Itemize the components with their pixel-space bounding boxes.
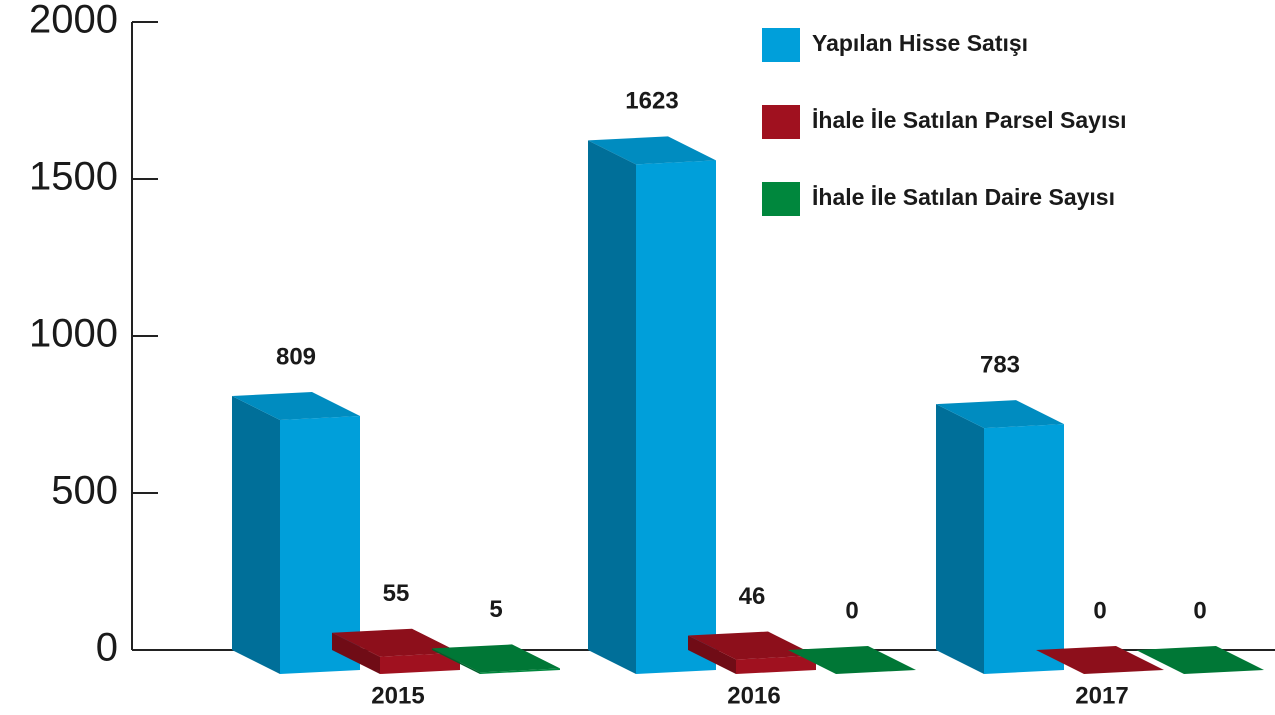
bar-side [936, 404, 984, 674]
legend-label: Yapılan Hisse Satışı [812, 30, 1028, 56]
bar-front [280, 415, 360, 674]
bar-top [1036, 646, 1164, 674]
value-label: 0 [1193, 597, 1206, 624]
x-tick-label: 2016 [727, 682, 780, 709]
value-label: 0 [1093, 597, 1106, 624]
legend-swatch [762, 105, 800, 139]
bar-front [636, 160, 716, 675]
value-label: 809 [276, 343, 316, 370]
bar-top [788, 646, 916, 674]
legend-label: İhale İle Satılan Daire Sayısı [812, 184, 1115, 210]
value-label: 1623 [625, 88, 678, 115]
y-tick-label: 500 [51, 469, 118, 513]
y-tick-label: 2000 [29, 0, 118, 42]
bar-front [480, 668, 560, 674]
bar-top [432, 644, 560, 673]
value-label: 0 [845, 597, 858, 624]
bar-top [588, 136, 716, 165]
bar-side [232, 395, 280, 674]
value-label: 783 [980, 351, 1020, 378]
bar-top [688, 631, 816, 660]
y-tick-label: 0 [96, 626, 118, 670]
bar-side [688, 635, 736, 674]
bar-front [984, 424, 1064, 674]
bar-front [380, 652, 460, 674]
bar-side [432, 648, 480, 674]
y-tick-label: 1500 [29, 155, 118, 199]
bar-front [736, 655, 816, 674]
y-tick-label: 1000 [29, 312, 118, 356]
value-label: 55 [383, 580, 410, 607]
legend-label: İhale İle Satılan Parsel Sayısı [812, 107, 1127, 133]
legend-swatch [762, 28, 800, 62]
legend-swatch [762, 182, 800, 216]
bar-top [1136, 646, 1264, 674]
bar-side [588, 140, 636, 675]
x-tick-label: 2015 [371, 682, 424, 709]
x-tick-label: 2017 [1075, 682, 1128, 709]
value-label: 46 [739, 583, 766, 610]
bar-top [332, 628, 460, 657]
bar-top [936, 400, 1064, 429]
value-label: 5 [489, 596, 502, 623]
bar-side [332, 632, 380, 674]
bar-top [232, 391, 360, 420]
